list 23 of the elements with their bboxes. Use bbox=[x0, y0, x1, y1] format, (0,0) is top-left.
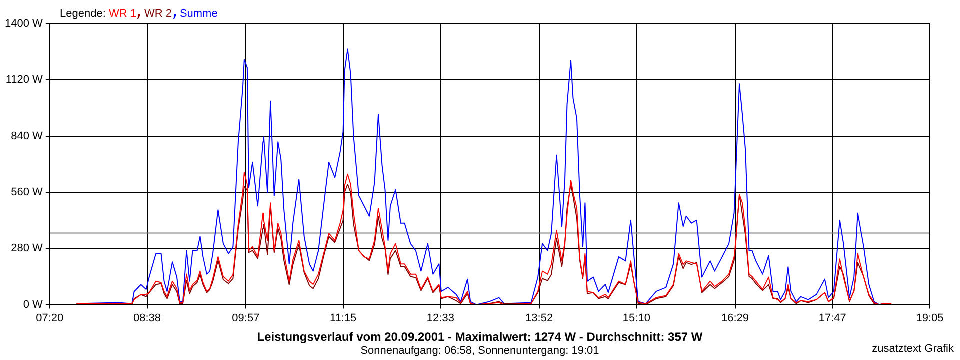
x-tick-label: 12:33 bbox=[426, 312, 454, 324]
x-tick-label: 16:29 bbox=[721, 312, 750, 324]
y-tick-label: 0 W bbox=[23, 298, 44, 311]
y-tick-label: 1400 W bbox=[4, 18, 44, 30]
y-tick-label: 560 W bbox=[11, 186, 44, 199]
legend-label: Summe bbox=[180, 8, 218, 20]
y-tick-label: 1120 W bbox=[6, 74, 44, 86]
x-tick-label: 09:57 bbox=[232, 312, 260, 324]
x-tick-label: 11:15 bbox=[330, 312, 357, 324]
x-tick-label: 19:05 bbox=[916, 312, 944, 324]
x-tick-label: 17:47 bbox=[818, 312, 846, 324]
y-tick-label: 840 W bbox=[11, 130, 44, 142]
legend-label: WR 2 bbox=[144, 8, 172, 20]
text: Sonnenaufgang: 06:58, Sonnenuntergang: 19:01 bbox=[360, 345, 600, 357]
x-tick-label: 15:10 bbox=[622, 312, 650, 324]
legend-title: Legende: bbox=[60, 8, 107, 20]
x-tick-label: 08:38 bbox=[134, 312, 162, 324]
text: zusatztext Grafik bbox=[872, 343, 954, 355]
x-tick-label: 07:20 bbox=[36, 312, 64, 324]
text: Leistungsverlauf vom 20.09.2001 - Maximalwert: 1274 W - Durchschnitt: 357 W bbox=[256, 330, 704, 344]
x-tick-label: 13:52 bbox=[526, 312, 554, 324]
y-tick-label: 280 W bbox=[11, 242, 44, 255]
text: WR 1 bbox=[108, 8, 136, 20]
